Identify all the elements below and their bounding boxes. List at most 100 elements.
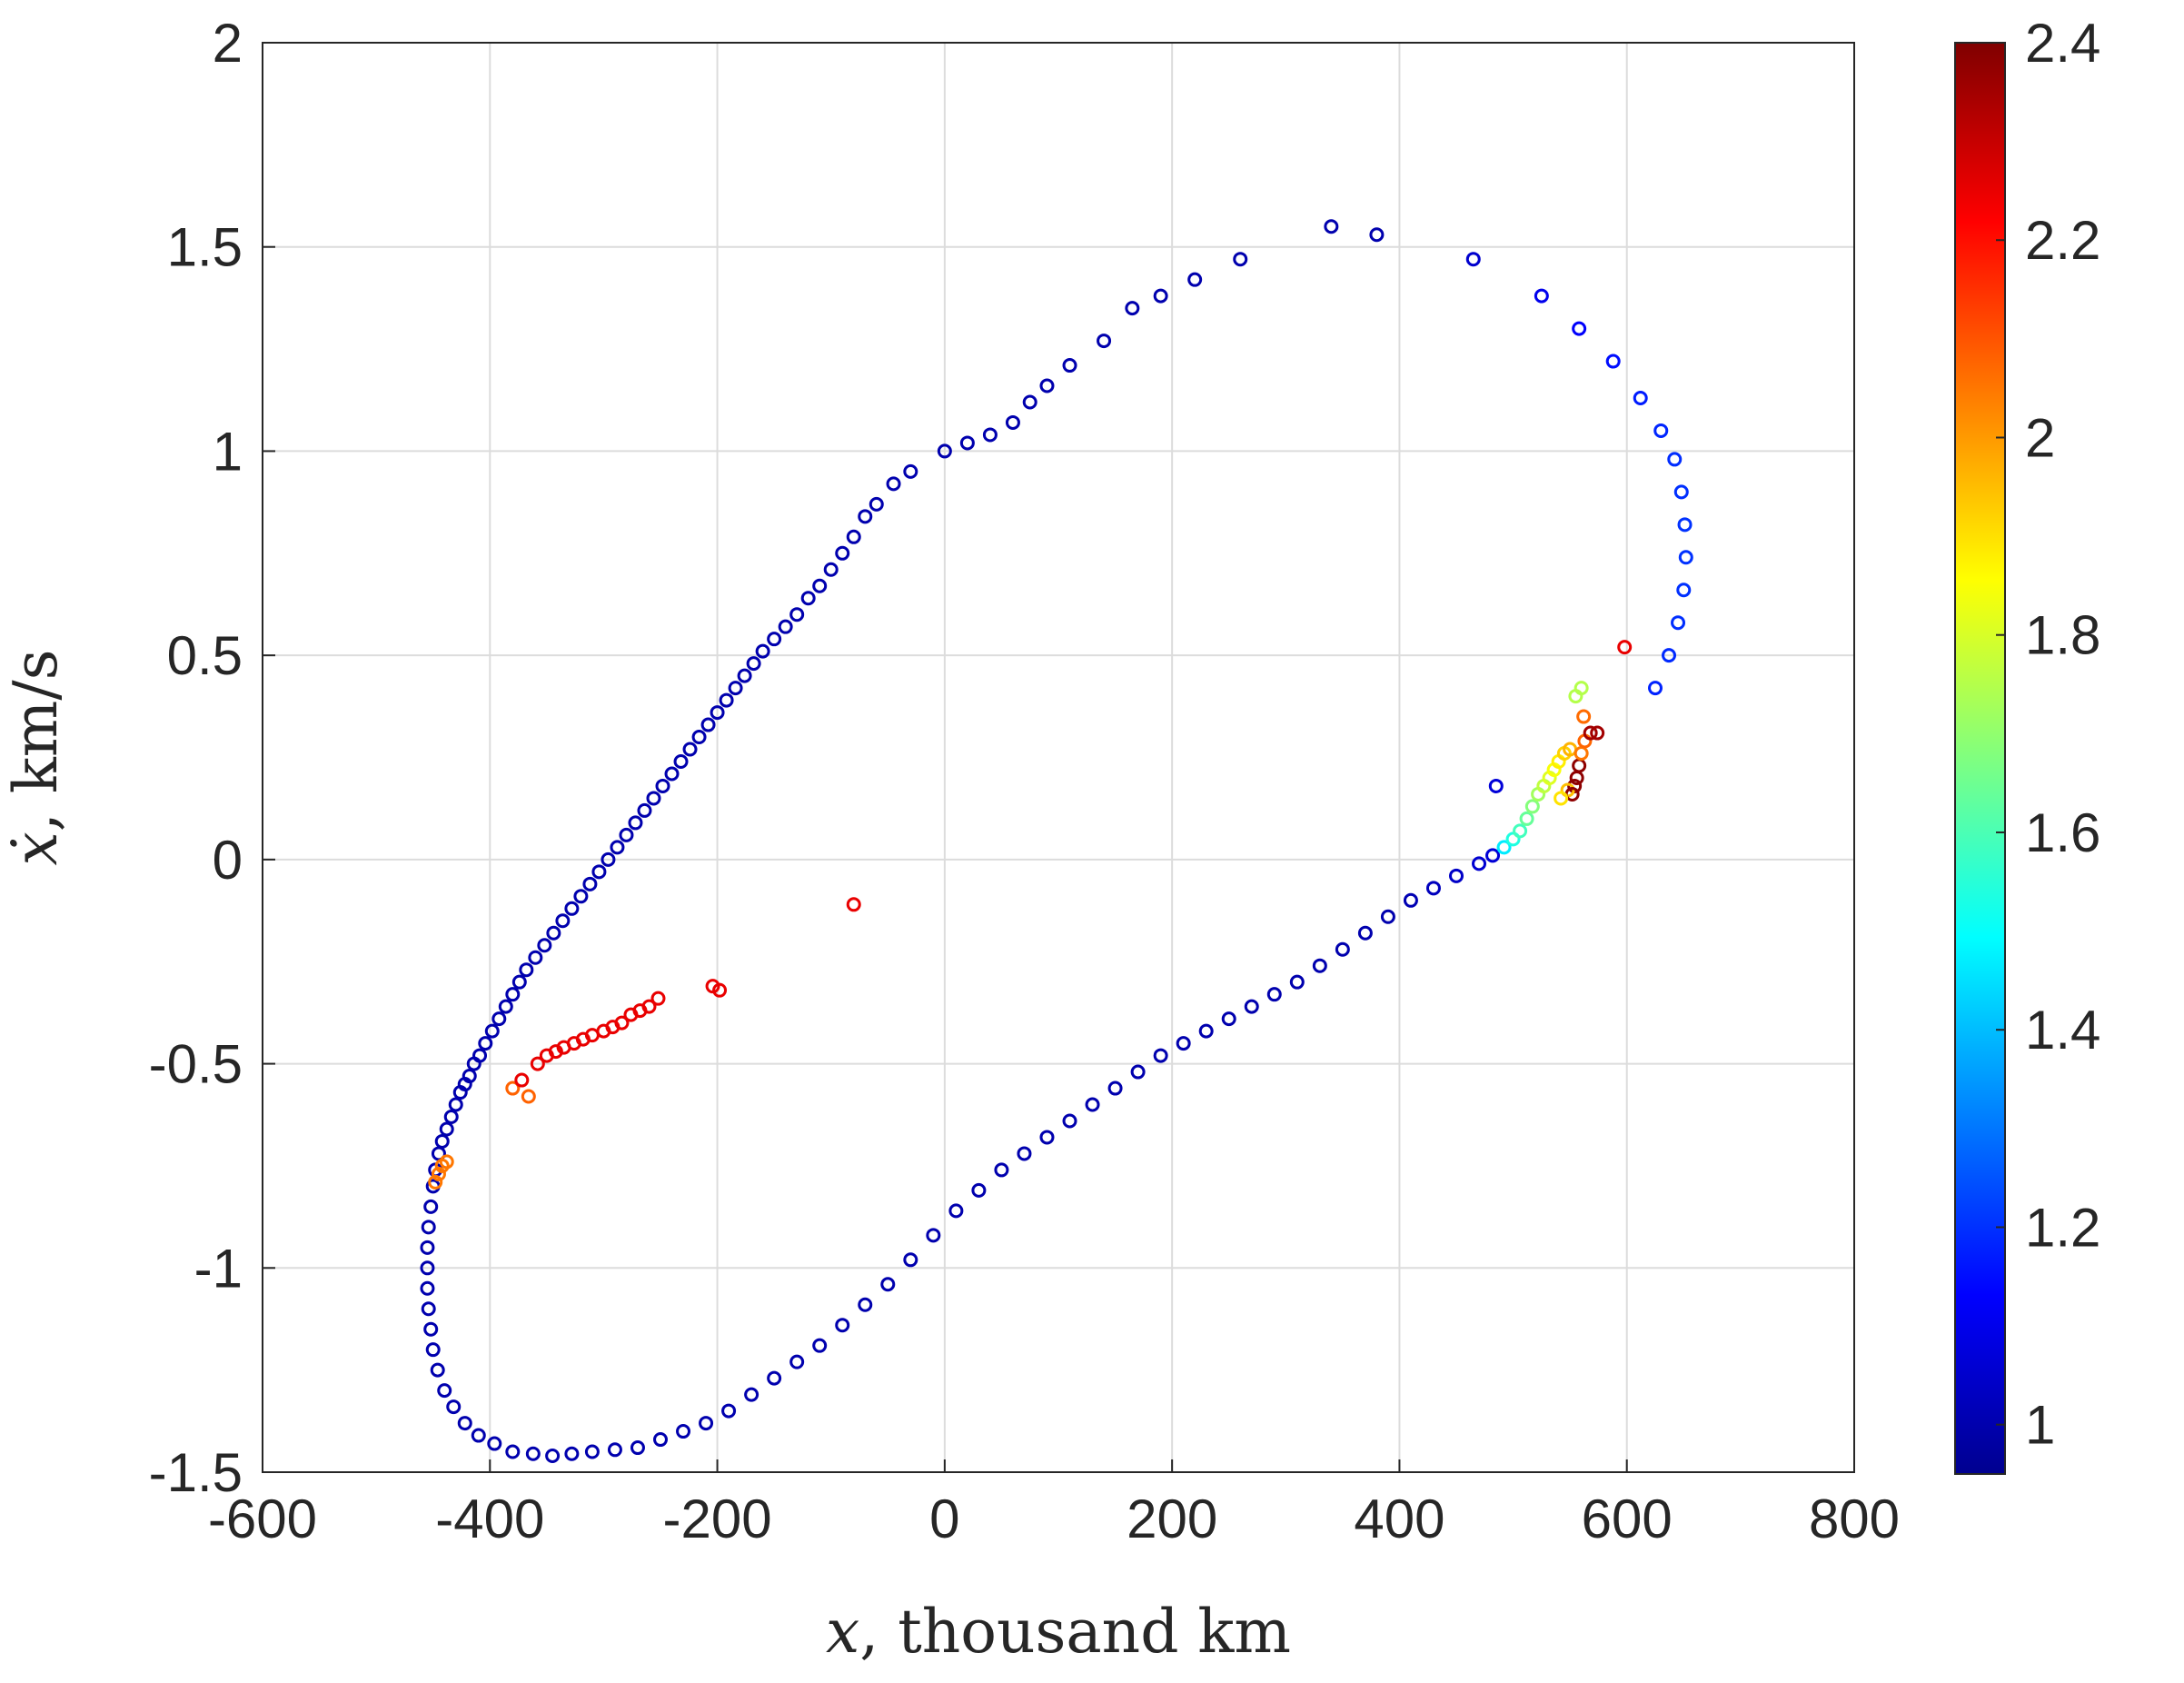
data-point: [710, 705, 725, 721]
data-point: [846, 529, 861, 544]
data-point: [982, 427, 998, 443]
colorbar-tick-label: 2: [2025, 407, 2055, 468]
data-point: [1062, 1113, 1077, 1129]
x-tick-label: 600: [1582, 1489, 1673, 1549]
data-point: [682, 742, 698, 757]
data-point: [511, 974, 527, 990]
data-point: [514, 1072, 530, 1088]
y-tick-label: -0.5: [149, 1034, 243, 1095]
data-point: [446, 1399, 462, 1415]
x-tick-label: 800: [1809, 1489, 1900, 1549]
y-axis-label: ẋ, km/s: [1, 650, 71, 866]
data-point: [1671, 615, 1686, 631]
data-point: [800, 591, 816, 606]
data-point: [448, 1097, 463, 1112]
data-point: [1380, 909, 1395, 924]
data-point: [498, 999, 513, 1014]
data-point: [478, 1036, 493, 1051]
data-point: [937, 443, 952, 459]
data-point: [744, 1387, 759, 1402]
data-point: [835, 1318, 850, 1333]
data-point: [1153, 1048, 1168, 1063]
x-tick-label: -600: [208, 1489, 317, 1549]
data-point: [1633, 391, 1648, 406]
data-point: [1425, 881, 1441, 896]
y-axis-ticks: -1.5 -1 -0.5 0 0.5 1 1.5 2: [149, 13, 275, 1503]
data-point: [1513, 823, 1528, 839]
data-point: [521, 1089, 536, 1104]
data-point: [601, 851, 616, 867]
data-point: [948, 1203, 964, 1219]
y-tick-label: 1: [213, 421, 243, 482]
data-point: [537, 938, 552, 953]
data-point: [1244, 999, 1259, 1014]
data-point: [1039, 1130, 1055, 1145]
data-point: [545, 1449, 561, 1464]
data-point: [737, 668, 752, 683]
x-axis-ticks: -600 -400 -200 0 200 400 600 800: [208, 1459, 1900, 1549]
data-point: [1534, 288, 1549, 304]
data-point: [1062, 358, 1077, 373]
data-point: [525, 1446, 541, 1461]
data-point: [1576, 709, 1592, 724]
data-point: [903, 463, 918, 479]
y-tick-label: 1.5: [167, 217, 243, 278]
colorbar-tick-label: 1.8: [2025, 605, 2100, 666]
data-point: [423, 1199, 439, 1214]
data-point: [1017, 1146, 1032, 1161]
data-point: [505, 987, 521, 1002]
grid-lines: [262, 42, 1855, 1473]
data-point: [430, 1362, 445, 1378]
data-point: [1572, 758, 1587, 773]
x-tick-label: 0: [929, 1489, 959, 1549]
data-point: [746, 656, 761, 672]
data-point: [673, 753, 689, 769]
data-point: [421, 1301, 436, 1317]
data-point: [472, 1048, 488, 1063]
x-axis-label: x, thousand km: [826, 1597, 1291, 1667]
data-point: [646, 791, 661, 806]
data-point: [823, 562, 839, 577]
x-axis-label-var: x: [826, 1597, 859, 1667]
data-point: [1085, 1097, 1100, 1112]
data-point: [421, 1220, 436, 1235]
data-point: [1573, 746, 1589, 762]
data-point: [1022, 394, 1037, 410]
data-point: [530, 1056, 545, 1071]
data-point: [1187, 272, 1203, 287]
data-point: [546, 925, 561, 941]
data-point: [573, 889, 589, 904]
data-point: [471, 1428, 486, 1443]
data-point: [1153, 288, 1168, 304]
data-point: [655, 778, 670, 793]
data-point: [423, 1321, 439, 1337]
data-point: [789, 1354, 805, 1369]
colorbar: [1954, 42, 2006, 1475]
data-point: [1335, 941, 1350, 957]
data-point: [699, 1416, 714, 1431]
x-tick-label: -400: [435, 1489, 544, 1549]
colorbar-tick-label: 1.6: [2025, 802, 2100, 863]
y-tick-label: 0: [213, 830, 243, 891]
data-point: [1524, 799, 1540, 814]
data-point: [628, 815, 643, 831]
data-point: [1449, 868, 1464, 883]
data-point: [1617, 640, 1633, 655]
data-point: [1519, 811, 1534, 826]
y-tick-label: 0.5: [167, 625, 243, 686]
data-point: [971, 1182, 987, 1198]
data-point: [1107, 1081, 1123, 1096]
data-point: [1312, 958, 1327, 973]
data-point: [789, 607, 805, 622]
y-axis-label-var: ẋ: [1, 832, 71, 865]
data-point: [712, 982, 728, 998]
data-point: [835, 545, 850, 561]
x-tick-label: 400: [1354, 1489, 1444, 1549]
data-point: [719, 692, 734, 708]
data-point: [420, 1240, 435, 1255]
data-point: [431, 1166, 446, 1181]
data-point: [425, 1342, 441, 1358]
data-point: [491, 1011, 507, 1027]
data-point: [555, 913, 571, 929]
